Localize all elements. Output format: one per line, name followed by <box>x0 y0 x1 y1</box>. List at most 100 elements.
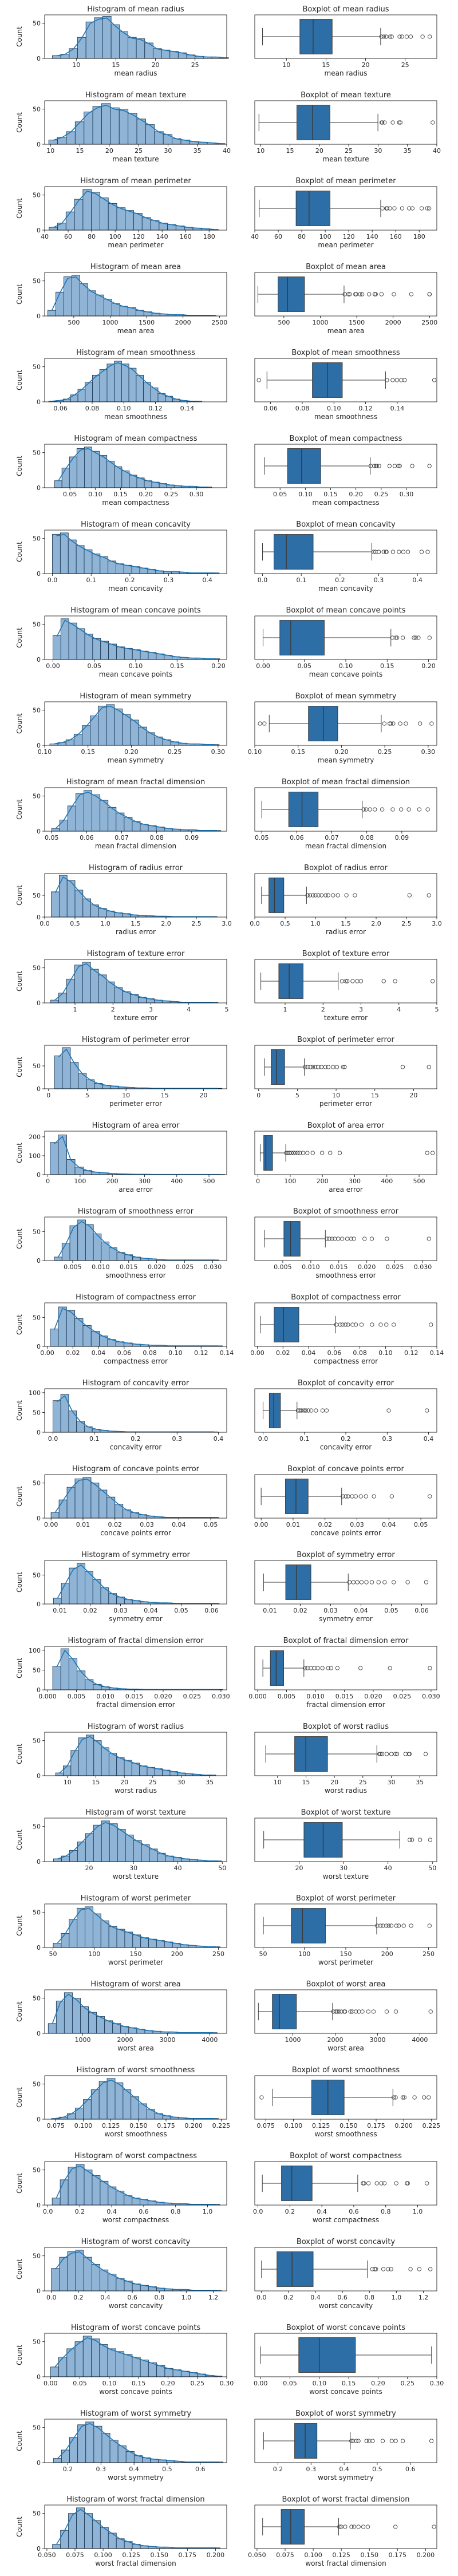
chart-title: Boxplot of concavity error <box>298 1379 394 1388</box>
histogram-panel: Histogram of worst radius 0 50 Count 10 15 20 2… <box>15 1722 227 1795</box>
x-tick-label: 10 <box>46 147 54 155</box>
y-tick-label: 50 <box>33 1480 41 1487</box>
outlier-point <box>408 34 413 39</box>
outlier-point <box>400 1065 405 1069</box>
outlier-point <box>384 1752 389 1756</box>
x-tick-label: 0.1 <box>86 576 96 584</box>
histogram-bar <box>148 2362 157 2377</box>
histogram-bar <box>99 197 109 231</box>
chart-title: Histogram of mean radius <box>87 5 184 14</box>
histogram-bar <box>140 1937 149 1948</box>
outlier-point <box>324 1408 329 1413</box>
histogram-bar <box>95 294 104 317</box>
x-tick-label: 0.06 <box>290 834 304 841</box>
outlier-point <box>369 1580 374 1585</box>
x-tick-label: 0.020 <box>148 1263 166 1271</box>
histogram-bar <box>100 641 109 660</box>
histogram-bar <box>56 291 64 317</box>
y-axis-label: Count <box>15 2431 23 2451</box>
histogram-panel: Histogram of radius error 0 50 Count 0.0 0.5 1… <box>15 864 232 936</box>
x-tick-label: 0.200 <box>207 2551 225 2559</box>
outlier-point <box>380 206 385 211</box>
histogram-bar <box>72 1998 81 2034</box>
x-tick-label: 25 <box>135 147 143 155</box>
outlier-point <box>391 2095 396 2100</box>
axes-frame <box>254 186 437 231</box>
outlier-point <box>407 893 412 898</box>
x-tick-label: 30 <box>129 1864 137 1872</box>
x-tick-label: 0.14 <box>220 1349 234 1357</box>
histogram-bar <box>139 1765 148 1776</box>
x-tick-label: 0.06 <box>117 1349 132 1357</box>
outlier-point <box>354 2439 358 2443</box>
histogram-bar <box>119 306 128 317</box>
y-axis-label: Count <box>15 26 23 47</box>
x-tick-label: 0.075 <box>66 2551 84 2559</box>
histogram-bar <box>75 2107 84 2120</box>
histogram-bar <box>106 460 115 488</box>
x-tick-label: 0.025 <box>183 1693 202 1700</box>
kde-curve <box>56 2508 216 2549</box>
outlier-point <box>359 1580 364 1585</box>
histogram-bar <box>109 2440 119 2463</box>
histogram-panel: Histogram of area error 0 100 200 Count 0 100 2… <box>15 1121 227 1194</box>
x-tick-label: 0.030 <box>212 1693 230 1700</box>
outlier-point <box>384 1322 389 1327</box>
outlier-point <box>357 2009 361 2014</box>
outlier-point <box>382 1580 387 1585</box>
y-axis-label: Count <box>15 542 23 562</box>
x-tick-label: 0.10 <box>327 405 341 412</box>
histogram-panel: Histogram of mean radius 0 50 Count 10 15 20 25… <box>15 5 229 77</box>
x-tick-label: 0.010 <box>96 1693 114 1700</box>
histogram-bar <box>116 812 125 832</box>
x-axis-label: worst area <box>327 2044 364 2052</box>
outlier-point <box>310 1065 315 1069</box>
outlier-point <box>340 1322 345 1327</box>
chart-title: Boxplot of mean smoothness <box>291 349 400 357</box>
chart-title: Histogram of worst smoothness <box>77 2066 195 2075</box>
axes-frame <box>44 1131 227 1175</box>
outlier-point <box>370 2439 375 2443</box>
y-tick-label: 100 <box>29 1152 41 1160</box>
chart-title: Histogram of fractal dimension error <box>68 1637 204 1645</box>
x-axis-label: mean concavity <box>318 584 373 592</box>
outlier-point <box>432 378 437 382</box>
box-iqr <box>291 1908 326 1943</box>
y-tick-label: 50 <box>33 1571 41 1579</box>
outlier-point <box>386 1923 391 1928</box>
x-tick-label: 0.025 <box>176 1263 194 1271</box>
x-axis-label: perimeter error <box>319 1100 372 1108</box>
histogram-bar <box>65 211 75 231</box>
outlier-point <box>384 206 389 211</box>
histogram-panel: Histogram of worst fractal dimension 0 50 C… <box>15 2495 227 2567</box>
x-axis-label: worst fractal dimension <box>95 2559 176 2567</box>
x-tick-label: 3.0 <box>222 920 232 927</box>
histogram-bar <box>50 1329 59 1347</box>
x-tick-label: 0.5 <box>162 2466 172 2473</box>
x-axis-label: worst texture <box>323 1872 369 1880</box>
x-tick-label: 1500 <box>139 319 155 326</box>
x-tick-label: 0.08 <box>85 405 100 412</box>
x-tick-label: 0.6 <box>405 2466 416 2473</box>
y-tick-label: 0 <box>37 484 41 492</box>
x-tick-label: 100 <box>109 233 121 240</box>
x-tick-label: 160 <box>180 233 192 240</box>
histogram-bar <box>101 2433 110 2463</box>
chart-title: Boxplot of mean perimeter <box>295 177 396 185</box>
x-tick-label: 0.015 <box>335 1693 354 1700</box>
chart-title: Boxplot of worst radius <box>303 1722 389 1731</box>
kde-curve <box>58 448 208 488</box>
outlier-point <box>319 1151 325 1155</box>
x-tick-label: 0.100 <box>74 2122 93 2129</box>
histogram-bar <box>57 223 66 231</box>
x-tick-label: 0.2 <box>273 2466 283 2473</box>
chart-title: Histogram of mean symmetry <box>80 692 191 701</box>
outlier-point <box>365 2524 370 2529</box>
chart-title: Boxplot of compactness error <box>291 1293 401 1302</box>
outlier-point <box>384 1923 389 1928</box>
histogram-bar <box>83 2257 92 2291</box>
histogram-panel: Histogram of smoothness error 0 50 Count 0.0… <box>15 1207 227 1279</box>
x-tick-label: 0.06 <box>414 1607 429 1614</box>
x-tick-label: 1.2 <box>418 2294 429 2301</box>
histogram-bar <box>54 1055 63 1089</box>
